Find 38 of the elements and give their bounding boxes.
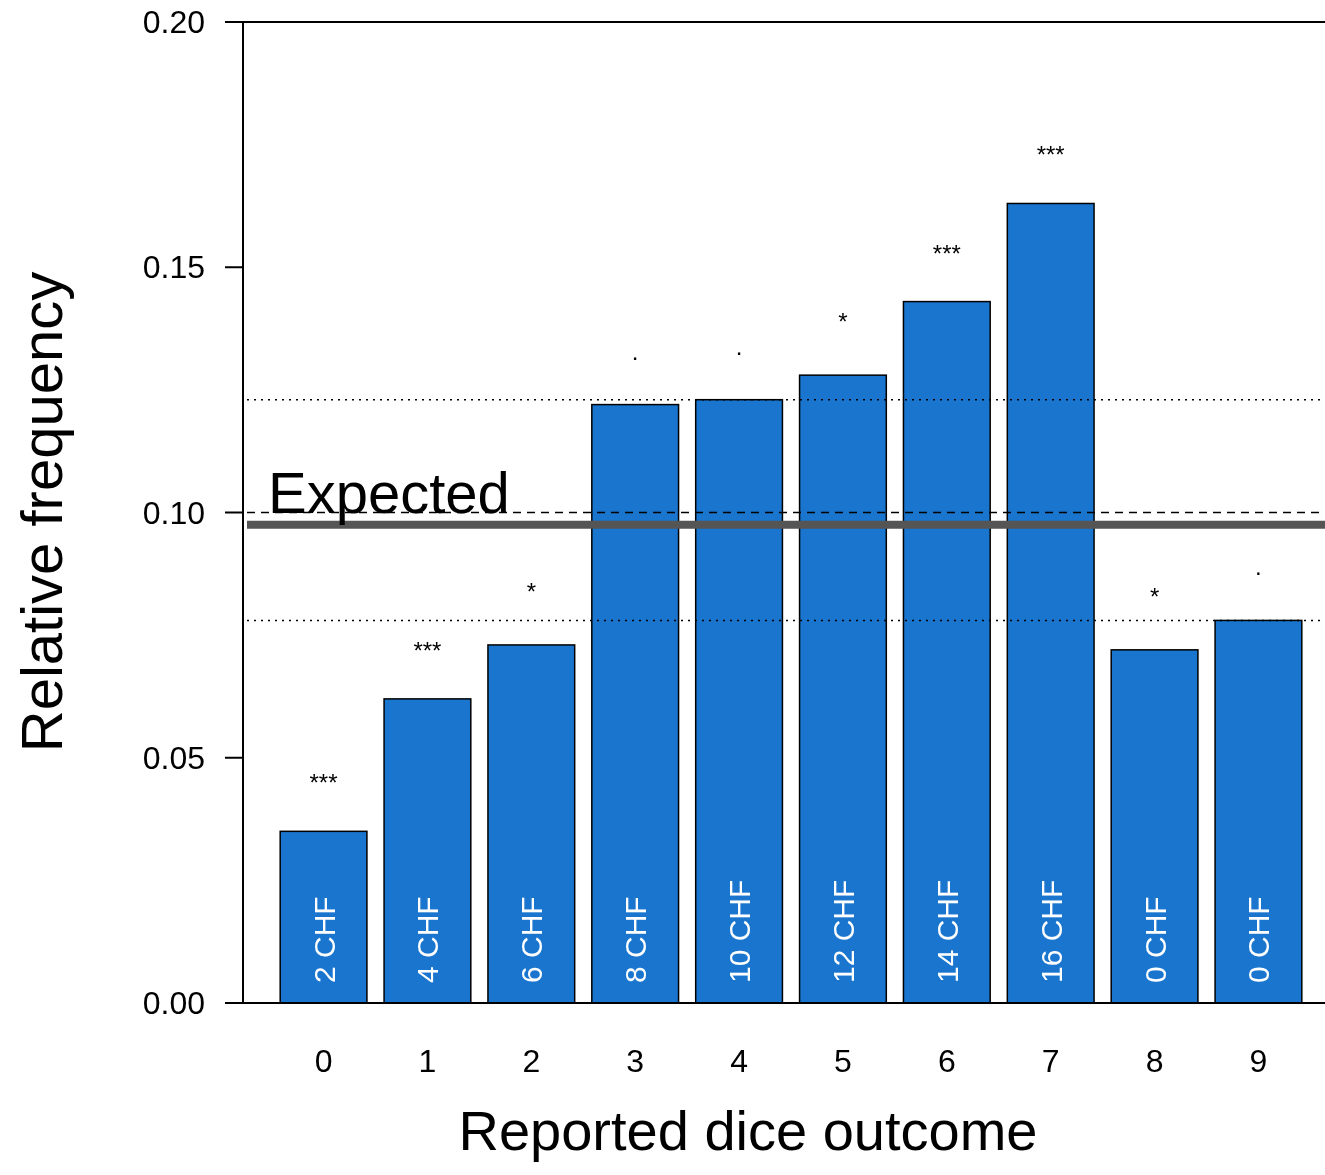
ref-line-label: Expected	[268, 459, 510, 525]
x-tick-label: 9	[1249, 1043, 1268, 1079]
x-tick-label: 8	[1145, 1043, 1164, 1079]
y-tick-label: 0.00	[142, 985, 205, 1022]
annotation: 14 CHF	[930, 879, 964, 983]
annotation: 2 CHF	[307, 896, 341, 983]
annotation: .	[1255, 553, 1262, 581]
y-tick-label: 0.05	[142, 739, 205, 776]
annotation: ***	[1036, 141, 1065, 169]
x-axis-title: Reported dice outcome	[458, 1099, 1038, 1162]
x-tick-label: 2	[522, 1043, 541, 1079]
x-tick-label: 1	[418, 1043, 437, 1079]
x-tick-label: 3	[626, 1043, 645, 1079]
x-tick-label: 5	[834, 1043, 852, 1079]
annotation: .	[735, 332, 743, 360]
annotation: 16 CHF	[1034, 879, 1068, 983]
annotation: .	[631, 337, 639, 365]
annotation: 4 CHF	[411, 896, 445, 983]
x-tick-label: 6	[937, 1043, 956, 1079]
y-tick-label: 0.15	[142, 249, 205, 286]
x-tick-label: 7	[1041, 1043, 1060, 1079]
annotation: 10 CHF	[723, 879, 757, 983]
y-tick-label: 0.20	[142, 4, 205, 41]
annotation: ***	[932, 239, 961, 267]
annotation: 12 CHF	[826, 879, 860, 983]
annotation: 8 CHF	[619, 896, 653, 983]
annotation: *	[526, 577, 536, 605]
annotation: 0 CHF	[1242, 896, 1276, 983]
annotation: *	[1149, 582, 1160, 610]
annotation: *	[838, 308, 848, 336]
annotation: 6 CHF	[515, 896, 549, 983]
annotation: ***	[309, 769, 338, 797]
y-axis-title: Relative frequency	[9, 271, 74, 753]
annotation: 0 CHF	[1138, 896, 1172, 983]
x-tick-label: 0	[314, 1043, 333, 1079]
y-tick-label: 0.10	[142, 494, 205, 531]
x-tick-label: 4	[730, 1043, 748, 1079]
annotation: ***	[413, 636, 442, 664]
